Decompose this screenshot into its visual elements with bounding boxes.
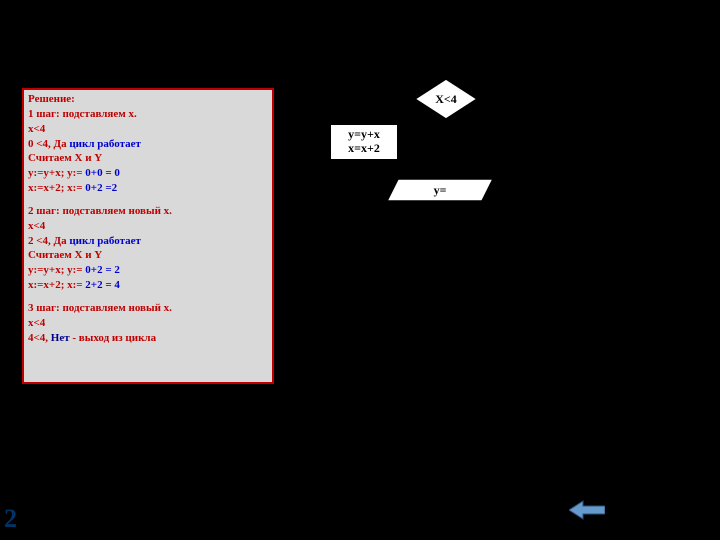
task-title: Задание: <box>22 6 66 18</box>
sol-s1b: x<4 <box>28 122 268 137</box>
body-l1: y=y+x <box>348 128 380 142</box>
sol-title: Решение: <box>28 92 268 107</box>
s1e2: 0+0 <box>85 167 102 179</box>
net-label: Нет <box>500 88 521 103</box>
da-label: Да <box>370 92 384 107</box>
page-number: 2 <box>4 504 17 534</box>
s1f3: =2 <box>103 182 118 194</box>
task-block: Задание: 1. Что выведется на экран после… <box>22 6 402 89</box>
sol-s2a: 2 шаг: подставляем новый x. <box>28 204 268 219</box>
sol-s1c2: цикл работает <box>69 138 141 150</box>
sol-s1a: 1 шаг: подставляем x. <box>28 107 268 122</box>
s2c2: цикл работает <box>69 235 141 247</box>
s3b: x<4 <box>28 316 268 331</box>
s2f2: 2+2 <box>85 279 102 291</box>
t2l1: 2. Что выведется на экран после выполнен… <box>22 432 339 448</box>
s1f1: x:=x+2; x:= <box>28 182 85 194</box>
task2-block: 2. Что выведется на экран после выполнен… <box>22 432 339 510</box>
s2f1: x:=x+2; x:= <box>28 279 85 291</box>
sol-s1c1: 0 <4, Да <box>28 138 69 150</box>
flow-body: y=y+x x=x+2 <box>330 124 398 160</box>
body-l2: x=x+2 <box>348 142 380 156</box>
menu-arrow-icon[interactable] <box>569 499 605 526</box>
sol-s1d: Считаем X и Y <box>28 151 268 166</box>
s3c2: Нет <box>51 332 70 344</box>
s1e1: y:=y+x; y:= <box>28 167 85 179</box>
s2e3: = 2 <box>103 264 120 276</box>
out-label: y= <box>386 178 494 202</box>
flow-output: y= <box>386 178 494 202</box>
s1f2: 0+2 <box>85 182 102 194</box>
s2e2: 0+2 <box>85 264 102 276</box>
s2e1: y:=y+x; y:= <box>28 264 85 276</box>
s2c1: 2 <4, Да <box>28 235 69 247</box>
s1e3: = 0 <box>103 167 120 179</box>
solution-box: Решение: 1 шаг: подставляем x. x<4 0 <4,… <box>22 88 274 384</box>
main-menu-link[interactable]: Главное меню <box>619 506 702 522</box>
answer-text: Ответ: Y=2 <box>292 392 364 408</box>
sol-s2b: x<4 <box>28 219 268 234</box>
t2l3: Пока x<=4 <box>22 463 339 479</box>
t2l4: НЦ y:=y*x; x:=x+2; КЦ <box>22 479 339 495</box>
s2f3: = 4 <box>103 279 120 291</box>
task-l5: Вывод (Y); <box>22 75 76 87</box>
task-l4: НЦ y:=y+x; x:=x+2; КЦ <box>22 61 148 73</box>
t2l5: Вывод (Y); <box>22 494 339 510</box>
s2d: Считаем X и Y <box>28 248 268 263</box>
t2l2: y:=4; x:=1; <box>22 448 339 464</box>
task-l3: Пока x<4 <box>22 47 68 59</box>
cond-label: X<4 <box>414 78 478 120</box>
task-l1: 1. Что выведется на экран после выполнен… <box>22 20 312 32</box>
s3c1: 4<4, <box>28 332 51 344</box>
flow-condition: X<4 <box>414 78 478 120</box>
task-l2: y:=0; x:=0; <box>22 34 74 46</box>
s3c3: - выход из цикла <box>70 332 156 344</box>
s3a: 3 шаг: подставляем новый x. <box>28 301 268 316</box>
